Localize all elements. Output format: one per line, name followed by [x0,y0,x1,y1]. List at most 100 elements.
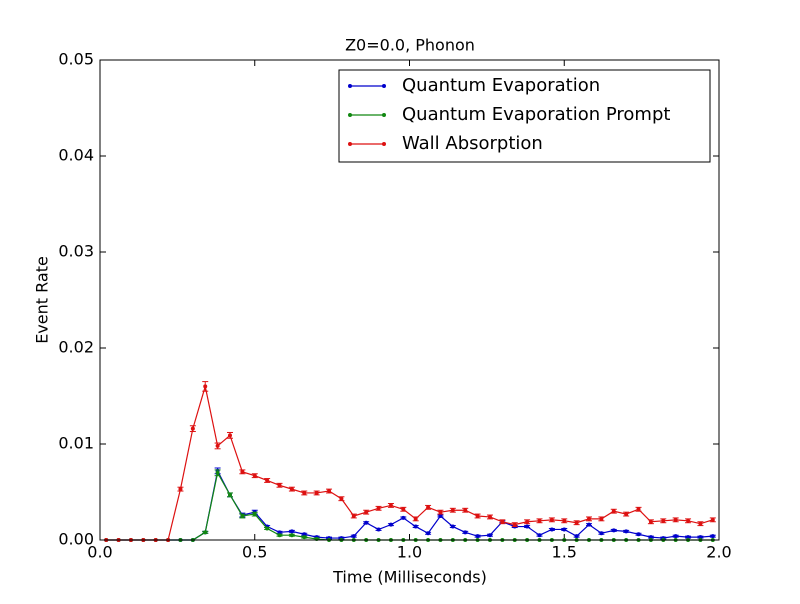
point [289,529,294,534]
point [599,516,604,521]
point [178,487,183,492]
point [401,507,406,512]
point [277,483,282,488]
y-tick-label: 0.01 [58,434,94,453]
point [710,534,715,539]
point [463,508,468,513]
point [587,516,592,521]
point [475,534,480,539]
plot-frame [99,59,720,541]
point [686,535,691,540]
point [413,524,418,529]
point [351,514,356,518]
point [537,533,542,538]
legend-marker [382,142,386,146]
point [401,515,406,520]
point [190,426,195,431]
point [265,526,270,531]
point [227,433,232,438]
legend-label: Quantum Evaporation Prompt [402,104,670,125]
point [574,520,579,525]
x-axis-label: Time (Milliseconds) [332,568,487,587]
point [525,519,530,524]
point [376,527,381,532]
legend-marker [348,142,352,146]
point [376,506,381,511]
point [661,518,666,523]
point [636,507,641,512]
y-axis-label: Event Rate [33,256,52,344]
point [611,509,616,514]
chart-title: Z0=0.0, Phonon [345,36,475,55]
point [525,524,530,529]
point [388,503,393,508]
point [611,528,616,533]
point [265,478,270,483]
point [624,512,629,517]
point [487,533,492,538]
point [252,473,257,478]
y-tick-label: 0.02 [58,338,94,357]
y-tick-label: 0.05 [58,50,94,69]
point [438,510,443,515]
point [574,534,579,539]
point [426,505,431,510]
point [203,530,208,535]
x-tick-label: 0.5 [242,543,267,562]
point [648,535,653,540]
point [698,535,703,540]
point [450,524,455,529]
point [512,522,517,527]
point [487,514,492,519]
point [673,517,678,522]
point [240,514,245,518]
legend-marker [382,84,386,88]
point [277,533,282,538]
point [673,534,678,539]
point [364,520,369,525]
point [302,532,307,537]
point [413,516,418,521]
point [289,487,294,492]
point [302,535,307,540]
point [327,489,332,494]
x-tick-label: 1.5 [552,543,577,562]
point [215,470,220,475]
point [314,490,319,495]
point [388,522,393,527]
x-tick-label: 2.0 [706,543,731,562]
point [537,518,542,523]
point [710,517,715,522]
y-tick-label: 0.03 [58,242,94,261]
legend-marker [348,84,352,88]
point [549,527,554,532]
point [624,529,629,534]
point [698,521,703,526]
point [587,522,592,527]
legend-marker [348,113,352,117]
point [562,527,567,532]
point [351,534,356,539]
series-line [106,469,713,541]
point [475,514,480,518]
y-tick-label: 0.04 [58,146,94,165]
point [450,508,455,513]
legend-marker [382,113,386,117]
legend-label: Quantum Evaporation [402,75,600,96]
point [686,518,691,523]
point [227,492,232,497]
point [599,531,604,536]
point [562,518,567,523]
point [549,517,554,522]
point [463,530,468,535]
y-tick-label: 0.00 [58,530,94,549]
x-tick-label: 0.0 [87,543,112,562]
legend-box [338,69,711,163]
series-line [106,471,713,541]
point [500,519,505,524]
point [289,533,294,538]
point [277,530,282,535]
point [339,496,344,501]
